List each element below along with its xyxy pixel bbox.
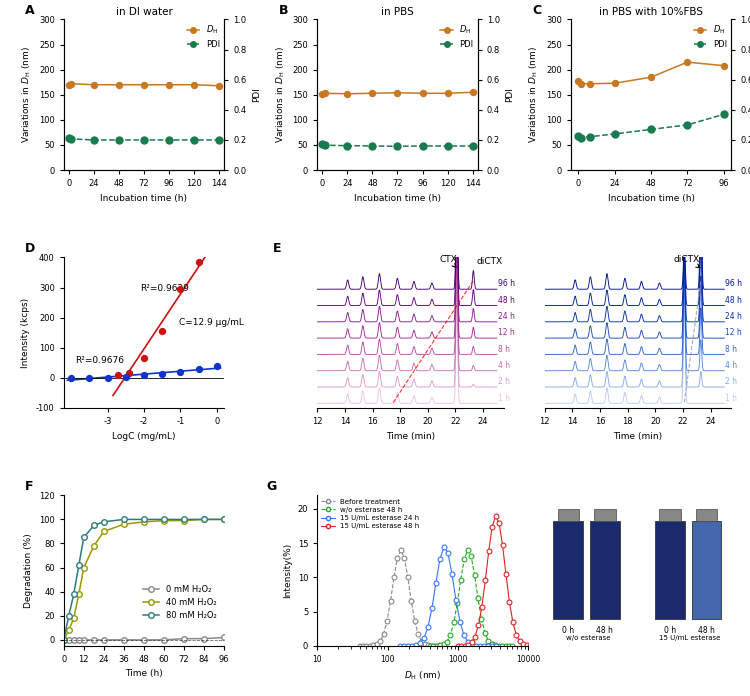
Point — [193, 256, 205, 267]
X-axis label: Incubation time (h): Incubation time (h) — [608, 193, 694, 203]
Text: E: E — [272, 242, 281, 255]
Text: 48 h: 48 h — [497, 296, 514, 305]
Text: 48 h: 48 h — [596, 626, 613, 635]
Point — [120, 371, 132, 382]
Text: 24 h: 24 h — [725, 312, 742, 321]
Text: F: F — [26, 480, 34, 493]
Y-axis label: Variations in $D_{\rm H}$ (nm): Variations in $D_{\rm H}$ (nm) — [21, 47, 33, 143]
Text: R²=0.9676: R²=0.9676 — [75, 356, 124, 365]
Text: 96 h: 96 h — [725, 280, 742, 288]
Text: C=12.9 μg/mL: C=12.9 μg/mL — [178, 318, 244, 327]
Point — [124, 367, 136, 379]
Text: 15 U/mL esterase: 15 U/mL esterase — [659, 635, 721, 642]
Text: 0 h: 0 h — [664, 626, 676, 635]
Text: 0 h: 0 h — [562, 626, 574, 635]
Text: A: A — [26, 4, 34, 17]
Y-axis label: PDI: PDI — [252, 87, 261, 102]
X-axis label: Incubation time (h): Incubation time (h) — [354, 193, 441, 203]
Point — [65, 373, 77, 384]
Point — [193, 364, 205, 375]
Text: 8 h: 8 h — [497, 345, 509, 354]
Bar — [557, 509, 579, 521]
X-axis label: Time (min): Time (min) — [386, 432, 435, 441]
X-axis label: Incubation time (h): Incubation time (h) — [100, 193, 188, 203]
X-axis label: $D_{\rm H}$ (nm): $D_{\rm H}$ (nm) — [404, 670, 442, 682]
Title: in PBS with 10%FBS: in PBS with 10%FBS — [599, 8, 703, 17]
Text: 12 h: 12 h — [725, 329, 742, 338]
Text: C: C — [532, 4, 542, 17]
Point — [175, 366, 187, 377]
Bar — [696, 509, 717, 521]
X-axis label: LogC (mg/mL): LogC (mg/mL) — [112, 432, 176, 441]
Text: 12 h: 12 h — [497, 329, 514, 338]
Y-axis label: Intensity (kcps): Intensity (kcps) — [22, 298, 31, 367]
Bar — [590, 521, 620, 619]
X-axis label: Time (min): Time (min) — [614, 432, 662, 441]
Point — [175, 283, 187, 294]
Bar — [594, 509, 616, 521]
Text: 24 h: 24 h — [497, 312, 514, 321]
Legend: $D_{\rm H}$, PDI: $D_{\rm H}$, PDI — [694, 24, 727, 49]
Text: 48 h: 48 h — [725, 296, 742, 305]
Legend: $D_{\rm H}$, PDI: $D_{\rm H}$, PDI — [187, 24, 220, 49]
Bar — [659, 509, 681, 521]
Bar — [692, 521, 722, 619]
Text: 8 h: 8 h — [725, 345, 737, 354]
Point — [138, 370, 150, 381]
Text: 2 h: 2 h — [725, 377, 737, 386]
Y-axis label: Variations in $D_{\rm H}$ (nm): Variations in $D_{\rm H}$ (nm) — [274, 47, 286, 143]
Text: B: B — [279, 4, 288, 17]
Legend: Before treatment, w/o esterase 48 h, 15 U/mL esterase 24 h, 15 U/mL esterase 48 : Before treatment, w/o esterase 48 h, 15 … — [321, 499, 419, 529]
Point — [156, 326, 168, 337]
Point — [101, 372, 113, 383]
Point — [138, 353, 150, 364]
Point — [211, 361, 223, 372]
Point — [112, 370, 125, 381]
X-axis label: Time (h): Time (h) — [125, 670, 163, 679]
Y-axis label: PDI: PDI — [506, 87, 515, 102]
Title: in DI water: in DI water — [116, 8, 172, 17]
Text: 96 h: 96 h — [497, 280, 514, 288]
Text: 2 h: 2 h — [497, 377, 509, 386]
Text: diCTX: diCTX — [476, 257, 502, 266]
Text: D: D — [26, 242, 35, 255]
Text: 4 h: 4 h — [497, 361, 510, 370]
Text: R²=0.9629: R²=0.9629 — [140, 283, 189, 292]
Text: CTX: CTX — [440, 255, 458, 267]
Text: 1 h: 1 h — [725, 393, 737, 402]
Y-axis label: Variations in $D_{\rm H}$ (nm): Variations in $D_{\rm H}$ (nm) — [528, 47, 540, 143]
Text: 4 h: 4 h — [725, 361, 737, 370]
Point — [156, 368, 168, 379]
Text: 48 h: 48 h — [698, 626, 715, 635]
Legend: $D_{\rm H}$, PDI: $D_{\rm H}$, PDI — [440, 24, 473, 49]
Text: diCTX: diCTX — [674, 255, 700, 267]
Text: w/o esterase: w/o esterase — [566, 635, 610, 642]
Text: G: G — [267, 480, 277, 493]
Y-axis label: Intensity(%): Intensity(%) — [284, 543, 292, 599]
Legend: 0 mM H₂O₂, 40 mM H₂O₂, 80 mM H₂O₂: 0 mM H₂O₂, 40 mM H₂O₂, 80 mM H₂O₂ — [140, 582, 220, 624]
Bar — [554, 521, 584, 619]
Point — [83, 372, 95, 383]
Title: in PBS: in PBS — [381, 8, 414, 17]
Bar — [655, 521, 685, 619]
Y-axis label: Degradation (%): Degradation (%) — [25, 533, 34, 608]
Text: 1 h: 1 h — [497, 393, 509, 402]
